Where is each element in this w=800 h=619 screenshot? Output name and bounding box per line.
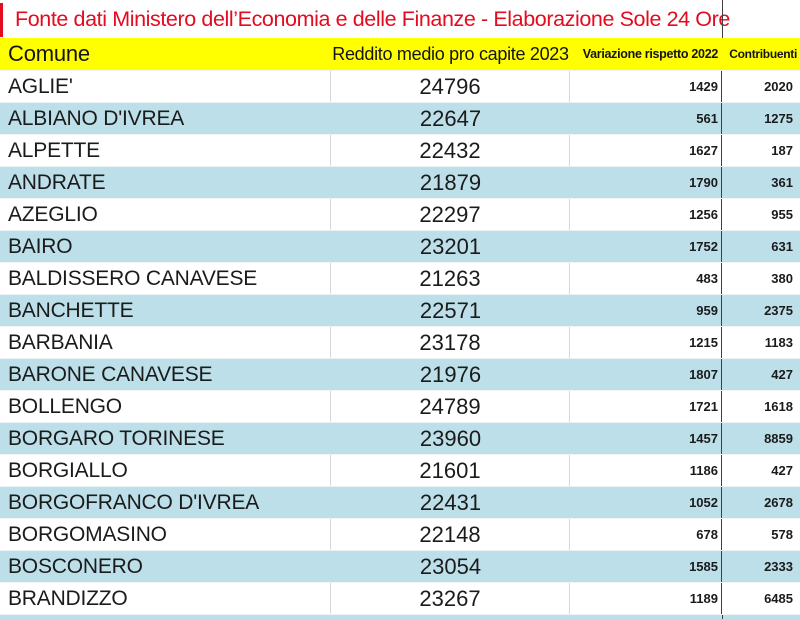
cell-reddito: 22431	[419, 489, 482, 515]
cell-contribuenti: 1275	[764, 111, 793, 126]
cell-comune: BORGIALLO	[0, 455, 331, 486]
cell-comune: BRANDIZZO	[0, 583, 331, 614]
cell-comune: BORGARO TORINESE	[8, 426, 225, 450]
cell-reddito: 24796	[331, 71, 570, 102]
cell-comune: BANCHETTE	[8, 298, 134, 322]
cell-comune: BOSCONERO	[8, 554, 143, 578]
cell-contribuenti: 6485	[764, 591, 793, 606]
table-row: BRANDIZZO 23267 1189 6485	[0, 582, 800, 614]
cell-variazione: 1627	[570, 135, 722, 166]
cell-contribuenti: 955	[771, 207, 793, 222]
cell-reddito: 22571	[419, 297, 482, 323]
cell-contribuenti: 427	[771, 463, 793, 478]
cell-reddito: 23267	[331, 583, 570, 614]
cell-reddito: 24789	[331, 391, 570, 422]
table-row: BORGOFRANCO D'IVREA 22431 1052 2678	[0, 486, 800, 518]
table-row: BOLLENGO 24789 1721 1618	[0, 390, 800, 422]
cell-contribuenti: 187	[771, 143, 793, 158]
cell-variazione: 1807	[570, 359, 722, 390]
cell-contribuenti: 380	[771, 271, 793, 286]
cell-comune: BORGOFRANCO D'IVREA	[8, 490, 260, 514]
cell-comune: BAIRO	[8, 234, 73, 258]
source-title-row: Fonte dati Ministero dell’Economia e del…	[0, 0, 800, 38]
header-comune: Comune	[8, 41, 90, 66]
header-contribuenti: Contribuenti	[729, 47, 797, 61]
cell-contribuenti: 1183	[764, 335, 793, 350]
cell-variazione: 1052	[570, 487, 722, 518]
table-header-row: Comune Reddito medio pro capite 2023 Var…	[0, 38, 800, 70]
cell-contribuenti: 2678	[764, 495, 793, 510]
cell-comune: AGLIE'	[0, 71, 331, 102]
table-row: AZEGLIO 22297 1256 955	[0, 198, 800, 230]
cell-comune: ANDRATE	[8, 170, 106, 194]
cell-variazione: 678	[570, 519, 722, 550]
cell-contribuenti: 578	[771, 527, 793, 542]
cell-contribuenti: 2333	[764, 559, 793, 574]
cell-comune: BORGOMASINO	[0, 519, 331, 550]
cell-variazione: 561	[570, 103, 722, 134]
table-row: BORGARO TORINESE 23960 1457 8859	[0, 422, 800, 454]
cell-variazione: 959	[570, 295, 722, 326]
red-left-bar	[0, 3, 3, 37]
table-row: ALBIANO D'IVREA 22647 561 1275	[0, 102, 800, 134]
cell-reddito: 23054	[419, 553, 482, 579]
cell-comune: ALBIANO D'IVREA	[8, 106, 185, 130]
partial-next-row	[0, 614, 800, 619]
table-row: ANDRATE 21879 1790 361	[0, 166, 800, 198]
cell-reddito: 22148	[331, 519, 570, 550]
cell-reddito: 22297	[331, 199, 570, 230]
cell-reddito: 23178	[331, 327, 570, 358]
cell-contribuenti: 8859	[764, 431, 793, 446]
cell-comune: BARBANIA	[0, 327, 331, 358]
cell-comune: ALPETTE	[0, 135, 331, 166]
table-row: BARBANIA 23178 1215 1183	[0, 326, 800, 358]
table-row: BALDISSERO CANAVESE 21263 483 380	[0, 262, 800, 294]
table-row: ALPETTE 22432 1627 187	[0, 134, 800, 166]
header-reddito-medio: Reddito medio pro capite 2023	[332, 43, 569, 64]
cell-variazione: 1457	[570, 423, 722, 454]
cell-variazione: 1186	[570, 455, 722, 486]
cell-variazione: 1752	[570, 231, 722, 262]
table-row: BOSCONERO 23054 1585 2333	[0, 550, 800, 582]
cell-variazione: 483	[570, 263, 722, 294]
table-row: BORGOMASINO 22148 678 578	[0, 518, 800, 550]
cell-variazione: 1215	[570, 327, 722, 358]
cell-comune: BARONE CANAVESE	[8, 362, 213, 386]
cell-variazione: 1585	[570, 551, 722, 582]
cell-comune: AZEGLIO	[0, 199, 331, 230]
cell-reddito: 21263	[331, 263, 570, 294]
table-body: AGLIE' 24796 1429 2020 ALBIANO D'IVREA 22647 5…	[0, 70, 800, 614]
table-row: BANCHETTE 22571 959 2375	[0, 294, 800, 326]
cell-variazione: 1189	[570, 583, 722, 614]
cell-variazione: 1790	[570, 167, 722, 198]
column-border-line	[722, 615, 723, 619]
table-row: AGLIE' 24796 1429 2020	[0, 70, 800, 102]
cell-variazione: 1721	[570, 391, 722, 422]
cell-variazione: 1429	[570, 71, 722, 102]
cell-contribuenti: 361	[771, 175, 793, 190]
cell-contribuenti: 2020	[764, 79, 793, 94]
cell-reddito: 23201	[419, 233, 482, 259]
table-row: BORGIALLO 21601 1186 427	[0, 454, 800, 486]
cell-contribuenti: 1618	[764, 399, 793, 414]
cell-comune: BALDISSERO CANAVESE	[0, 263, 331, 294]
cell-contribuenti: 631	[771, 239, 793, 254]
cell-contribuenti: 2375	[764, 303, 793, 318]
header-variazione: Variazione rispetto 2022	[582, 47, 719, 61]
column-border-line	[722, 0, 723, 38]
cell-reddito: 21976	[419, 361, 482, 387]
table-row: BARONE CANAVESE 21976 1807 427	[0, 358, 800, 390]
cell-reddito: 21879	[419, 169, 482, 195]
table-row: BAIRO 23201 1752 631	[0, 230, 800, 262]
source-title: Fonte dati Ministero dell’Economia e del…	[15, 6, 730, 31]
cell-reddito: 22647	[419, 105, 482, 131]
cell-reddito: 21601	[331, 455, 570, 486]
cell-comune: BOLLENGO	[0, 391, 331, 422]
cell-variazione: 1256	[570, 199, 722, 230]
cell-contribuenti: 427	[771, 367, 793, 382]
cell-reddito: 23960	[419, 425, 482, 451]
cell-reddito: 22432	[331, 135, 570, 166]
